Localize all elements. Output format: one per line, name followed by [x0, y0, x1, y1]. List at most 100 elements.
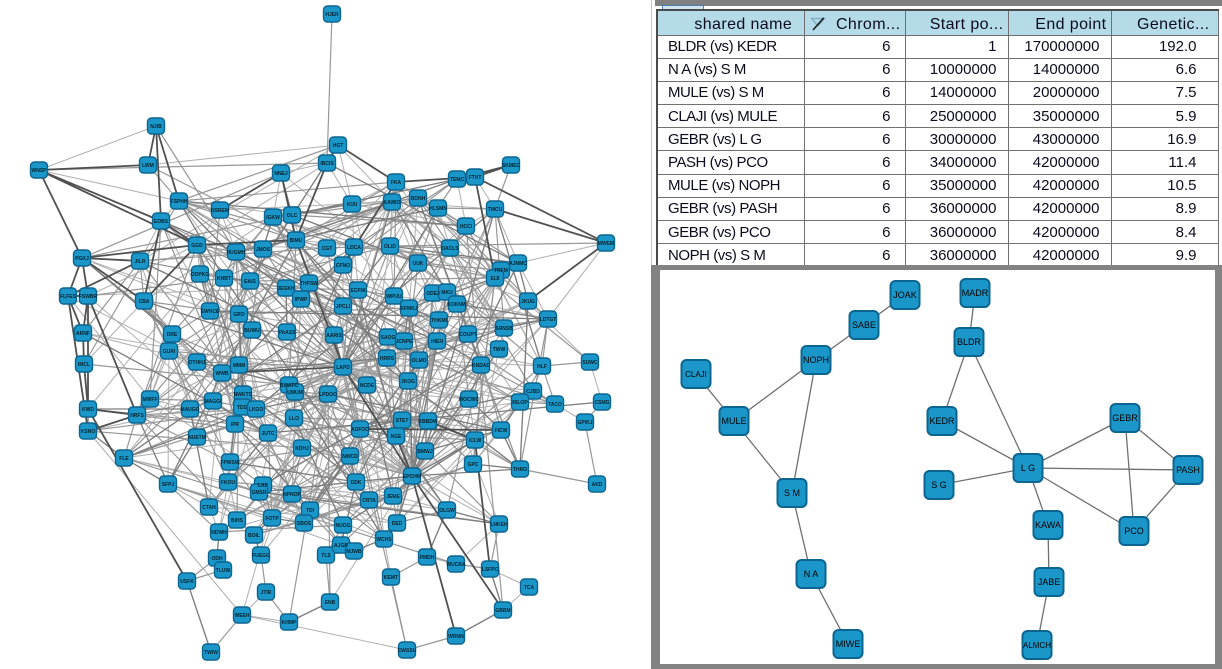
svg-text:IMCL: IMCL [78, 362, 90, 368]
svg-text:IBCIS: IBCIS [320, 161, 334, 167]
svg-text:NNEJ: NNEJ [274, 171, 288, 177]
svg-text:HRRS: HRRS [380, 356, 395, 362]
svg-text:N A: N A [804, 569, 819, 579]
svg-text:EPCHM: EPCHM [403, 474, 421, 480]
svg-text:FSPHH: FSPHH [171, 199, 188, 205]
svg-text:NDWH: NDWH [211, 530, 227, 536]
svg-text:L G: L G [1021, 463, 1035, 473]
svg-text:KWD: KWD [82, 407, 94, 413]
svg-text:KEMT: KEMT [384, 575, 398, 581]
svg-text:KNBT: KNBT [217, 276, 231, 282]
svg-text:NOPH: NOPH [803, 355, 829, 365]
svg-text:HLSMN: HLSMN [429, 206, 447, 212]
svg-text:NSREM: NSREM [211, 208, 229, 214]
svg-text:SUWC: SUWC [582, 360, 598, 366]
svg-text:KEDR: KEDR [929, 416, 955, 426]
svg-text:KDHJ: KDHJ [295, 446, 309, 452]
svg-text:KBBDW: KBBDW [418, 419, 437, 425]
svg-text:FLE: FLE [119, 456, 129, 462]
svg-text:CSMG: CSMG [595, 400, 610, 406]
svg-text:OLGW: OLGW [439, 508, 455, 514]
svg-text:PCO: PCO [1124, 526, 1144, 536]
svg-text:BLDR: BLDR [957, 337, 982, 347]
svg-text:GBBM: GBBM [495, 608, 510, 614]
svg-text:RILOP: RILOP [512, 400, 528, 406]
svg-text:DED: DED [392, 521, 403, 527]
svg-text:GRO: GRO [233, 312, 245, 318]
svg-text:JOAK: JOAK [893, 290, 917, 300]
svg-text:ODEJ: ODEJ [426, 291, 440, 297]
svg-text:LDCA: LDCA [347, 245, 361, 251]
svg-text:TLUW: TLUW [216, 568, 231, 574]
svg-text:BDNH: BDNH [411, 196, 426, 202]
svg-text:FSWBR: FSWBR [79, 294, 98, 300]
svg-text:LLO: LLO [289, 416, 299, 422]
svg-text:AJGR: AJGR [334, 543, 348, 549]
svg-text:NJIB: NJIB [150, 124, 162, 130]
svg-text:HRFS: HRFS [130, 413, 144, 419]
svg-text:TDI: TDI [306, 508, 315, 514]
svg-text:MOCWC: MOCWC [459, 397, 479, 403]
svg-text:WUCRA: WUCRA [446, 562, 466, 568]
svg-text:PMDH: PMDH [420, 555, 435, 561]
svg-text:TLS: TLS [321, 553, 331, 559]
svg-text:NCDE: NCDE [360, 383, 375, 389]
svg-text:HGT: HGT [333, 143, 344, 149]
svg-text:SBOS: SBOS [297, 521, 312, 527]
svg-text:IPR: IPR [231, 422, 240, 428]
svg-text:KSNO: KSNO [81, 429, 96, 435]
svg-text:GMSR: GMSR [252, 490, 267, 496]
svg-text:WRNN: WRNN [448, 634, 464, 640]
svg-text:WCHS: WCHS [376, 537, 392, 543]
svg-text:EIJI: EIJI [491, 276, 501, 282]
svg-text:LWM: LWM [142, 163, 154, 169]
svg-text:KHMP: KHMP [282, 620, 297, 626]
svg-text:MWEM: MWEM [598, 241, 614, 247]
svg-text:NUETM: NUETM [188, 435, 206, 441]
svg-text:KFMKJ: KFMKJ [400, 306, 417, 312]
svg-text:JKOG: JKOG [401, 379, 415, 385]
svg-text:CRTA: CRTA [362, 498, 376, 504]
svg-text:EAIS: EAIS [244, 279, 256, 285]
svg-text:S M: S M [784, 488, 800, 498]
svg-text:JTIR: JTIR [261, 590, 272, 596]
svg-text:ENB: ENB [325, 600, 336, 606]
svg-text:WPUU: WPUU [386, 294, 402, 300]
svg-text:DACLS: DACLS [441, 246, 459, 252]
svg-text:EOBS: EOBS [154, 219, 169, 225]
svg-text:PASH: PASH [1176, 465, 1200, 475]
svg-text:JPCLI: JPCLI [336, 304, 351, 310]
svg-text:CTAH: CTAH [202, 505, 216, 511]
svg-text:COUPT: COUPT [459, 332, 477, 338]
svg-text:ADFOO: ADFOO [351, 427, 369, 433]
svg-text:HLF: HLF [537, 364, 547, 370]
svg-text:HUGMH: HUGMH [227, 250, 246, 256]
svg-text:JABE: JABE [1038, 577, 1061, 587]
svg-text:LAP: LAP [258, 483, 269, 489]
svg-text:SABE: SABE [852, 320, 876, 330]
svg-text:MIWE: MIWE [836, 639, 861, 649]
svg-text:SRNSB: SRNSB [495, 326, 513, 332]
svg-text:PGKJ: PGKJ [75, 256, 89, 262]
svg-text:SFPJ: SFPJ [162, 482, 175, 488]
svg-text:CJBD: CJBD [526, 389, 540, 395]
svg-text:KAWA: KAWA [1035, 520, 1061, 530]
svg-text:JILR: JILR [135, 259, 146, 265]
svg-text:GGD: GGD [191, 243, 203, 249]
svg-text:JUTC: JUTC [261, 431, 274, 437]
svg-text:HCCI: HCCI [460, 224, 473, 230]
svg-text:TRFM: TRFM [494, 268, 508, 274]
svg-text:TEMC: TEMC [450, 177, 465, 183]
svg-text:JMOS: JMOS [256, 247, 271, 253]
svg-text:FKOU: FKOU [221, 480, 236, 486]
svg-text:TACO: TACO [548, 402, 562, 408]
svg-text:GPC: GPC [468, 462, 479, 468]
svg-text:NGE: NGE [391, 434, 403, 440]
svg-text:LAPD: LAPD [336, 365, 350, 371]
svg-text:OTHHJ: OTHHJ [189, 360, 206, 366]
svg-text:SKMEC: SKMEC [502, 163, 520, 169]
svg-text:CBA: CBA [139, 299, 150, 305]
svg-text:PAASS: PAASS [279, 330, 297, 336]
svg-text:CFNO: CFNO [336, 263, 350, 269]
svg-text:OLMO: OLMO [412, 358, 427, 364]
